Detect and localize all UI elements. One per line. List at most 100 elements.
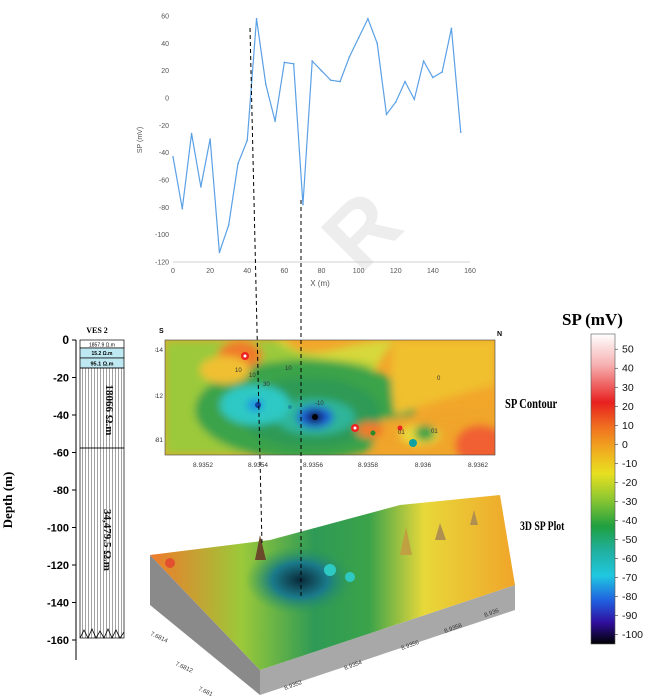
sp-data-point — [246, 139, 249, 142]
depth-tick-label: -80 — [53, 485, 69, 497]
ves-log-panel: 0 -20 -40 -60 -80 -100 -120 -140 -160 Depth (m) … — [0, 320, 140, 660]
contour-frame — [164, 339, 496, 456]
contour-y-tick: 7.6812 — [155, 393, 163, 400]
sp-data-point — [265, 83, 267, 86]
contour-label-6: 01 — [398, 430, 405, 436]
sp-profile-chart: 60 40 20 0 -20 -40 -60 -80 -100 -120 0 20 40 60 80 100… — [137, 14, 476, 289]
3d-y-tick-1: 7.6814 — [149, 631, 169, 644]
contour-x-tick: 8.9352 — [193, 462, 213, 469]
x-axis-label: X (m) — [310, 279, 330, 288]
colorbar-tick-label: -90 — [622, 610, 637, 622]
3d-peak-3 — [435, 523, 446, 540]
colorbar-tick-label: -40 — [622, 515, 637, 527]
sp-contour-title: SP Contour — [505, 397, 558, 412]
colorbar-tick-label: -10 — [622, 458, 637, 470]
3d-x-tick-5: 8.936 — [484, 608, 501, 619]
depth-tick-label: -160 — [47, 635, 69, 647]
ves-layer-3-label: 95.1 Ω.m — [90, 362, 113, 368]
sp-data-point — [459, 131, 462, 133]
y-tick-label: -120 — [155, 260, 169, 267]
sp-data-point — [441, 71, 443, 73]
3d-y-tick-3: 7.681 — [197, 686, 214, 698]
sp-data-point — [432, 76, 434, 79]
colorbar-tick-label: 0 — [622, 439, 628, 451]
sp-data-point — [422, 60, 425, 62]
sp-data-point — [227, 224, 230, 226]
x-tick-label: 160 — [464, 268, 476, 275]
3d-left-wall — [150, 555, 260, 695]
sp-data-point — [302, 203, 304, 206]
contour-label-5: -10 — [315, 401, 324, 407]
contour-label-4: 10 — [285, 366, 292, 372]
contour-label-7: 01 — [431, 429, 438, 435]
sp-data-point — [172, 155, 174, 158]
contour-label-3: 30 — [263, 382, 270, 388]
colorbar-gradient — [590, 333, 616, 645]
depth-tick-label: -40 — [53, 410, 69, 422]
colorbar-tick-label: 40 — [622, 363, 634, 375]
3d-peak-1 — [255, 535, 266, 560]
south-label: S — [159, 328, 164, 335]
sp-contour-map: 10 10 30 10 -10 01 01 0 S N 7.6814 7.6812… — [155, 328, 502, 469]
3d-cyan-spot-2 — [345, 572, 355, 582]
sp-data-point — [218, 251, 221, 254]
contour-label-1: 10 — [235, 368, 242, 374]
depth-tick-label: 0 — [62, 333, 69, 347]
sp-data-point — [255, 17, 258, 20]
3d-y-tick-2: 7.6812 — [174, 661, 194, 674]
colorbar-tick-label: -50 — [622, 534, 637, 546]
colorbar-tick-label: -70 — [622, 572, 637, 584]
colorbar-tick-label: -100 — [622, 629, 643, 641]
depth-tick-label: -120 — [47, 560, 69, 572]
colorbar-tick-label: -20 — [622, 477, 637, 489]
colorbar-title: SP (mV) — [562, 310, 623, 329]
contour-label-8: 0 — [437, 376, 441, 382]
3d-front-wall — [260, 585, 515, 695]
depth-tick-label: -100 — [47, 523, 69, 535]
ves-log-svg: 0-20-40-60-80-100-120-140-160 Depth (m) … — [0, 326, 125, 660]
x-tick-label: 100 — [353, 268, 365, 275]
sp-data-point — [190, 132, 193, 135]
sp-3d-plot: 8.9352 8.9354 8.9356 8.9358 8.936 7.6814… — [149, 495, 515, 698]
sp-data-point — [339, 80, 341, 83]
y-tick-label: 40 — [161, 41, 169, 48]
contour-x-tick: 8.9354 — [248, 462, 268, 469]
contour-y-tick: 7.681 — [155, 437, 163, 444]
sp-data-point — [376, 42, 378, 45]
sp-data-point — [311, 60, 314, 62]
north-label: N — [497, 331, 502, 338]
x-tick-label: 60 — [280, 268, 288, 275]
ves-layer-5 — [79, 447, 125, 639]
colorbar-tick-label: -80 — [622, 591, 637, 603]
y-tick-label: -80 — [159, 205, 169, 212]
x-tick-label: 80 — [318, 268, 326, 275]
y-tick-label: 0 — [165, 96, 169, 103]
sp-data-point — [181, 207, 184, 210]
ves-title: VES 2 — [86, 326, 108, 335]
x-tick-label: 40 — [243, 268, 251, 275]
depth-tick-label: -20 — [53, 373, 69, 385]
colorbar: 50 40 30 20 10 0 -10 -20 -30 -40 -50 -60 -70 -80 -90 -1… — [590, 333, 643, 645]
y-tick-label: -40 — [159, 150, 169, 157]
sp-data-point — [237, 162, 239, 165]
sp-data-point — [320, 69, 323, 72]
sp-data-point — [283, 61, 286, 64]
contour-x-tick: 8.936 — [415, 462, 432, 469]
sp-data-point — [357, 37, 360, 39]
depth-tick-label: -60 — [53, 448, 69, 460]
sp-data-point — [413, 98, 416, 101]
sp-data-point — [385, 113, 388, 116]
3d-cyan-spot-1 — [324, 564, 336, 576]
sp-3d-title: 3D SP Plot — [520, 518, 565, 533]
sp-data-point — [209, 138, 211, 140]
colorbar-tick-label: 20 — [622, 401, 634, 413]
x-tick-label: 0 — [171, 268, 175, 275]
colorbar-tick-label: 30 — [622, 382, 634, 394]
contour-x-tick: 8.9356 — [303, 462, 323, 469]
sp-data-point — [329, 79, 332, 82]
sp-data-point — [404, 80, 406, 83]
colorbar-tick-label: 50 — [622, 344, 634, 356]
x-tick-label: 120 — [390, 268, 402, 275]
y-tick-label: -100 — [155, 232, 169, 239]
depth-tick-label: -140 — [47, 598, 69, 610]
